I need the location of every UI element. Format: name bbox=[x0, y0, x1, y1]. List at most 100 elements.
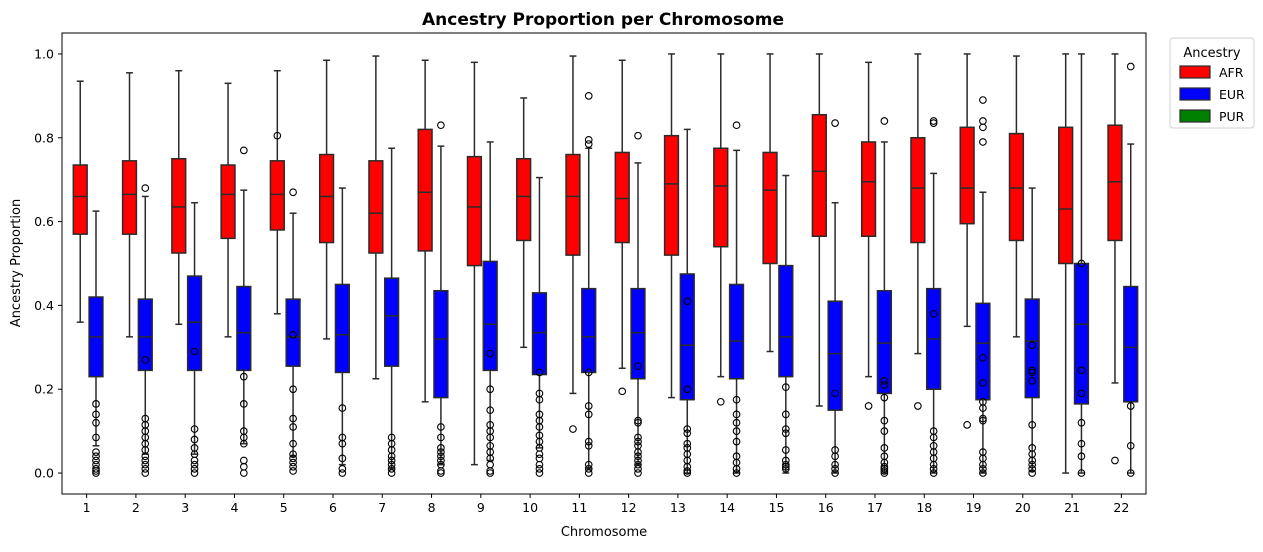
box-body bbox=[236, 285, 252, 372]
box-eur bbox=[778, 174, 794, 474]
box-body bbox=[368, 160, 384, 254]
x-tick-label: 4 bbox=[230, 500, 238, 515]
outlier-point bbox=[732, 418, 741, 427]
outlier-point bbox=[732, 395, 741, 404]
outlier-point bbox=[781, 410, 790, 419]
outlier-point bbox=[831, 469, 839, 477]
outlier-point bbox=[92, 448, 100, 456]
x-tick-label: 15 bbox=[769, 500, 785, 515]
outlier-point bbox=[634, 433, 642, 442]
outlier-point bbox=[338, 465, 347, 473]
outlier-point bbox=[535, 450, 544, 459]
outlier-point bbox=[1077, 366, 1086, 375]
outlier-point bbox=[584, 136, 593, 144]
outlier-point bbox=[387, 460, 396, 469]
outlier-point bbox=[535, 454, 544, 463]
outlier-point bbox=[1028, 376, 1037, 385]
x-tick-label: 8 bbox=[428, 500, 436, 515]
outlier-point bbox=[880, 416, 889, 425]
x-axis: 1 2 3 4 5 6 7 8 9 10 11 12 13 14 15 16 17 18 19 20 21 22 bbox=[83, 494, 1129, 515]
outlier-point bbox=[584, 402, 593, 410]
outlier-point bbox=[190, 347, 199, 356]
box-body bbox=[565, 153, 581, 256]
box-afr bbox=[663, 53, 680, 399]
x-tick-label: 10 bbox=[522, 500, 538, 515]
plot-frame bbox=[61, 32, 1147, 495]
outlier-point bbox=[338, 469, 347, 477]
chart-title: Ancestry Proportion per Chromosome bbox=[422, 10, 784, 30]
box-body bbox=[186, 275, 203, 372]
outlier-point bbox=[634, 416, 642, 425]
outlier-point bbox=[141, 465, 150, 473]
outlier-point bbox=[289, 458, 297, 467]
box-body bbox=[876, 289, 893, 395]
outlier-point bbox=[880, 376, 889, 385]
outlier-point bbox=[979, 123, 987, 132]
outlier-point bbox=[634, 131, 642, 140]
outlier-point bbox=[289, 454, 297, 463]
outlier-point bbox=[239, 469, 248, 477]
outlier-point bbox=[929, 119, 938, 127]
outlier-point bbox=[732, 469, 741, 477]
y-tick-label: 1.0 bbox=[34, 46, 54, 61]
box-afr bbox=[1008, 55, 1025, 338]
box-body bbox=[383, 277, 400, 367]
y-axis-label: Ancestry Proportion bbox=[9, 199, 24, 327]
outlier-point bbox=[732, 465, 741, 473]
outlier-point bbox=[535, 395, 544, 404]
outlier-point bbox=[929, 460, 938, 469]
outlier-point bbox=[1028, 460, 1037, 469]
outlier-point bbox=[781, 465, 790, 473]
outlier-point bbox=[1126, 441, 1135, 450]
outlier-point bbox=[141, 460, 150, 469]
box-afr bbox=[860, 61, 877, 410]
outlier-point bbox=[880, 444, 889, 452]
outlier-point bbox=[289, 423, 297, 431]
x-axis-label: Chromosome bbox=[561, 525, 647, 540]
box-body bbox=[827, 300, 843, 411]
x-tick-label: 1 bbox=[83, 500, 91, 515]
box-eur bbox=[482, 141, 498, 477]
outlier-point bbox=[880, 117, 889, 125]
outlier-point bbox=[92, 465, 100, 473]
outlier-point bbox=[929, 433, 938, 442]
outlier-point bbox=[929, 469, 938, 477]
box-body bbox=[269, 160, 285, 231]
outlier-point bbox=[634, 469, 642, 477]
outlier-point bbox=[880, 469, 889, 477]
outlier-point bbox=[683, 425, 692, 433]
box-eur bbox=[1073, 53, 1090, 477]
y-tick-label: 0.2 bbox=[34, 382, 54, 397]
outlier-point bbox=[1028, 456, 1037, 465]
y-tick-label: 0.6 bbox=[34, 214, 54, 229]
outlier-point bbox=[1028, 366, 1037, 375]
outlier-point bbox=[486, 406, 495, 415]
outlier-point bbox=[92, 433, 100, 442]
x-tick-label: 14 bbox=[719, 500, 735, 515]
box-body bbox=[581, 287, 597, 374]
outlier-point bbox=[781, 446, 790, 454]
box-eur bbox=[728, 121, 745, 477]
outlier-point bbox=[569, 425, 577, 433]
outlier-point bbox=[979, 414, 987, 423]
outlier-point bbox=[289, 467, 297, 475]
outlier-point bbox=[387, 456, 396, 465]
box-eur bbox=[334, 187, 351, 477]
outlier-point bbox=[92, 418, 100, 427]
outlier-point bbox=[535, 465, 544, 473]
outlier-point bbox=[880, 427, 889, 435]
box-body bbox=[220, 164, 236, 240]
box-afr bbox=[1107, 53, 1123, 465]
legend-title: Ancestry bbox=[1183, 46, 1240, 61]
box-eur bbox=[679, 128, 695, 477]
box-afr bbox=[811, 53, 827, 407]
box-afr bbox=[959, 53, 975, 429]
box-body bbox=[811, 113, 827, 238]
outlier-point bbox=[1077, 439, 1086, 448]
box-afr bbox=[565, 55, 581, 433]
box-eur bbox=[1024, 187, 1040, 477]
x-tick-label: 22 bbox=[1113, 500, 1129, 515]
box-afr bbox=[910, 53, 926, 410]
